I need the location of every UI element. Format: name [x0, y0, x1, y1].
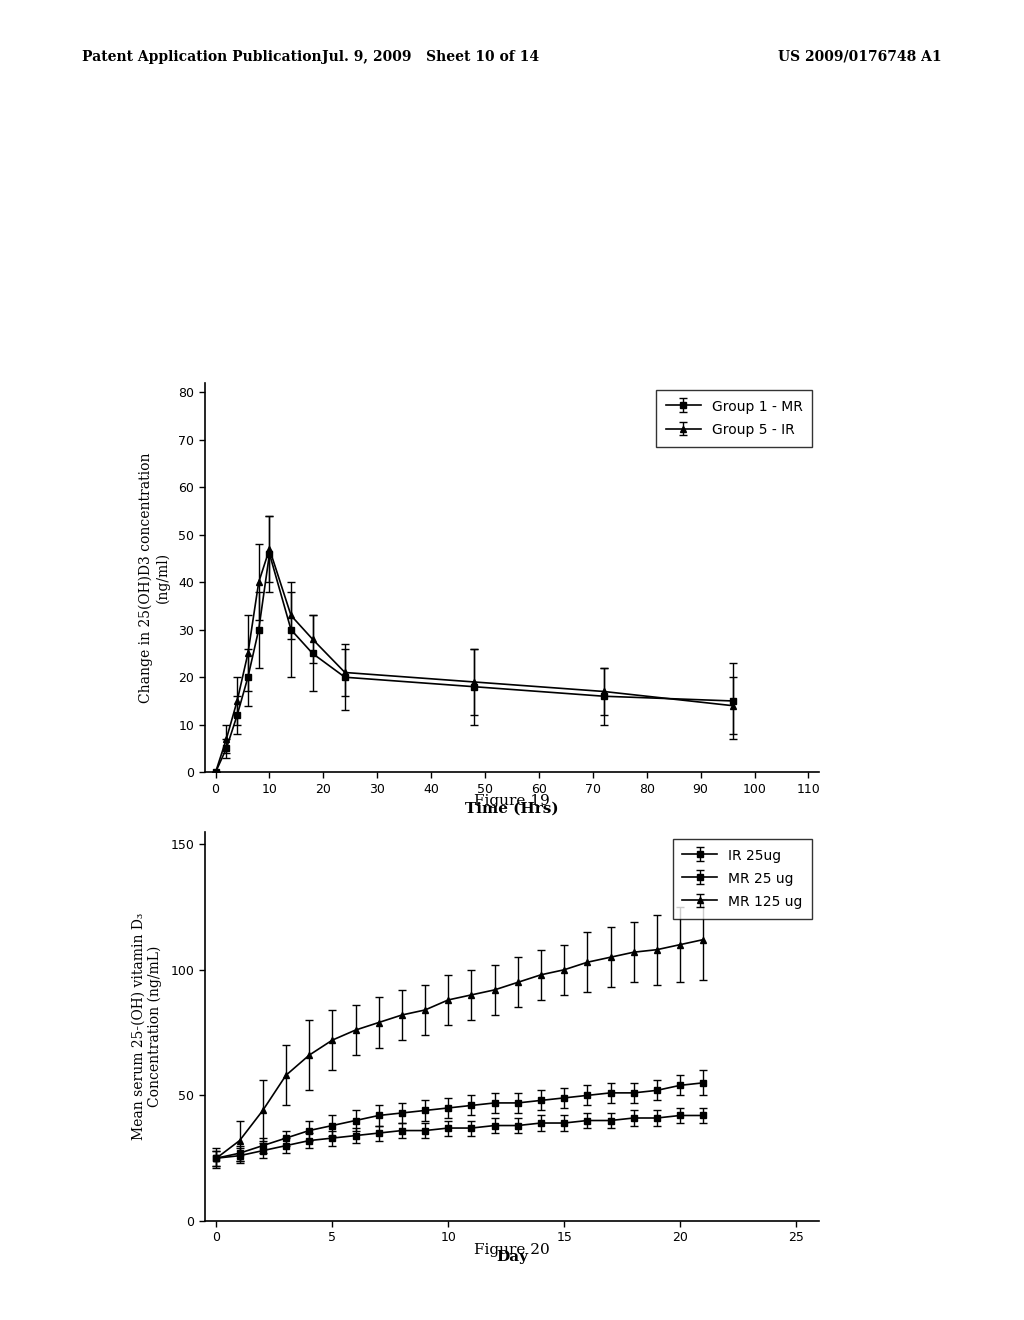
Legend: IR 25ug, MR 25 ug, MR 125 ug: IR 25ug, MR 25 ug, MR 125 ug [673, 838, 812, 919]
Y-axis label: Mean serum 25-(OH) vitamin D₃
Concentration (ng/mL): Mean serum 25-(OH) vitamin D₃ Concentrat… [131, 912, 162, 1140]
Legend: Group 1 - MR, Group 5 - IR: Group 1 - MR, Group 5 - IR [656, 389, 812, 447]
Text: US 2009/0176748 A1: US 2009/0176748 A1 [778, 50, 942, 63]
Y-axis label: Change in 25(OH)D3 concentration
(ng/ml): Change in 25(OH)D3 concentration (ng/ml) [139, 453, 170, 702]
Text: Patent Application Publication: Patent Application Publication [82, 50, 322, 63]
Text: Figure 20: Figure 20 [474, 1243, 550, 1257]
X-axis label: Time (Hrs): Time (Hrs) [465, 801, 559, 816]
Text: Jul. 9, 2009   Sheet 10 of 14: Jul. 9, 2009 Sheet 10 of 14 [322, 50, 539, 63]
Text: Figure 19: Figure 19 [474, 795, 550, 808]
X-axis label: Day: Day [496, 1250, 528, 1265]
